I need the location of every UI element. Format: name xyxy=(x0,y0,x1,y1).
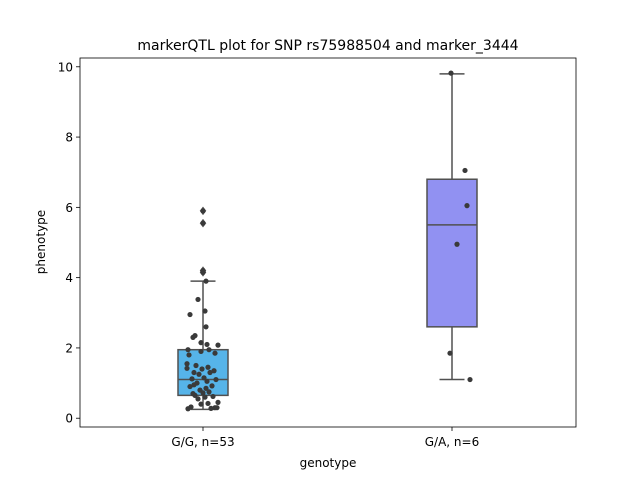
data-point xyxy=(197,387,203,393)
data-point xyxy=(214,405,220,411)
chart-title: markerQTL plot for SNP rs75988504 and ma… xyxy=(137,38,518,54)
iqr-box xyxy=(426,178,478,328)
data-point xyxy=(198,401,204,407)
data-point xyxy=(205,364,211,370)
data-point xyxy=(206,347,212,353)
data-point xyxy=(467,376,473,383)
data-point xyxy=(212,350,218,356)
data-point xyxy=(201,375,207,381)
data-point xyxy=(187,311,193,318)
data-point xyxy=(193,362,199,369)
data-point xyxy=(211,368,217,374)
x-tick-label: G/G, n=53 xyxy=(171,435,234,449)
plot-area xyxy=(177,70,478,412)
data-point xyxy=(195,296,201,303)
y-tick-label: 8 xyxy=(65,131,73,145)
data-point xyxy=(196,371,202,377)
y-axis: 0 2 4 6 8 10 xyxy=(58,60,80,426)
data-point xyxy=(188,404,194,410)
iqr-box xyxy=(177,348,229,397)
data-point xyxy=(213,376,219,383)
data-point xyxy=(189,376,195,382)
y-tick-label: 2 xyxy=(65,341,73,355)
data-point xyxy=(184,361,190,367)
data-point xyxy=(195,396,201,402)
y-tick-label: 10 xyxy=(58,60,73,74)
data-point xyxy=(191,382,197,388)
data-point xyxy=(454,241,460,247)
data-points xyxy=(184,70,473,412)
data-point xyxy=(206,389,212,395)
y-tick-label: 6 xyxy=(65,201,73,215)
data-point xyxy=(187,383,193,390)
data-point xyxy=(447,350,453,356)
x-axis: G/G, n=53 G/A, n=6 xyxy=(171,427,479,449)
y-axis-label: phenotype xyxy=(34,210,48,274)
data-point xyxy=(205,400,211,407)
data-point xyxy=(462,167,468,174)
data-point xyxy=(191,369,197,376)
y-tick-label: 4 xyxy=(65,271,73,285)
data-point xyxy=(200,220,206,226)
data-point xyxy=(215,342,221,348)
data-point xyxy=(190,391,196,397)
data-point xyxy=(215,399,221,405)
data-point xyxy=(192,333,198,339)
data-point xyxy=(204,341,210,348)
data-point xyxy=(199,366,205,372)
axes-frame xyxy=(79,57,577,428)
data-point xyxy=(207,369,213,376)
data-point xyxy=(186,352,192,358)
data-point xyxy=(203,278,209,284)
data-point xyxy=(200,268,206,274)
y-tick-label: 0 xyxy=(65,412,73,426)
data-point xyxy=(185,347,191,353)
data-point xyxy=(208,405,214,411)
x-axis-label: genotype xyxy=(300,456,357,470)
data-point xyxy=(210,393,216,400)
data-point xyxy=(198,340,204,346)
data-point xyxy=(448,70,454,76)
data-point xyxy=(200,208,206,214)
data-point xyxy=(209,383,215,389)
data-point xyxy=(203,385,209,391)
data-point xyxy=(202,308,208,314)
x-tick-label: G/A, n=6 xyxy=(425,435,479,449)
data-point xyxy=(198,348,204,355)
data-point xyxy=(204,378,210,384)
data-point xyxy=(203,324,209,330)
data-point xyxy=(202,394,208,400)
data-point xyxy=(184,365,190,371)
data-point xyxy=(464,203,470,209)
